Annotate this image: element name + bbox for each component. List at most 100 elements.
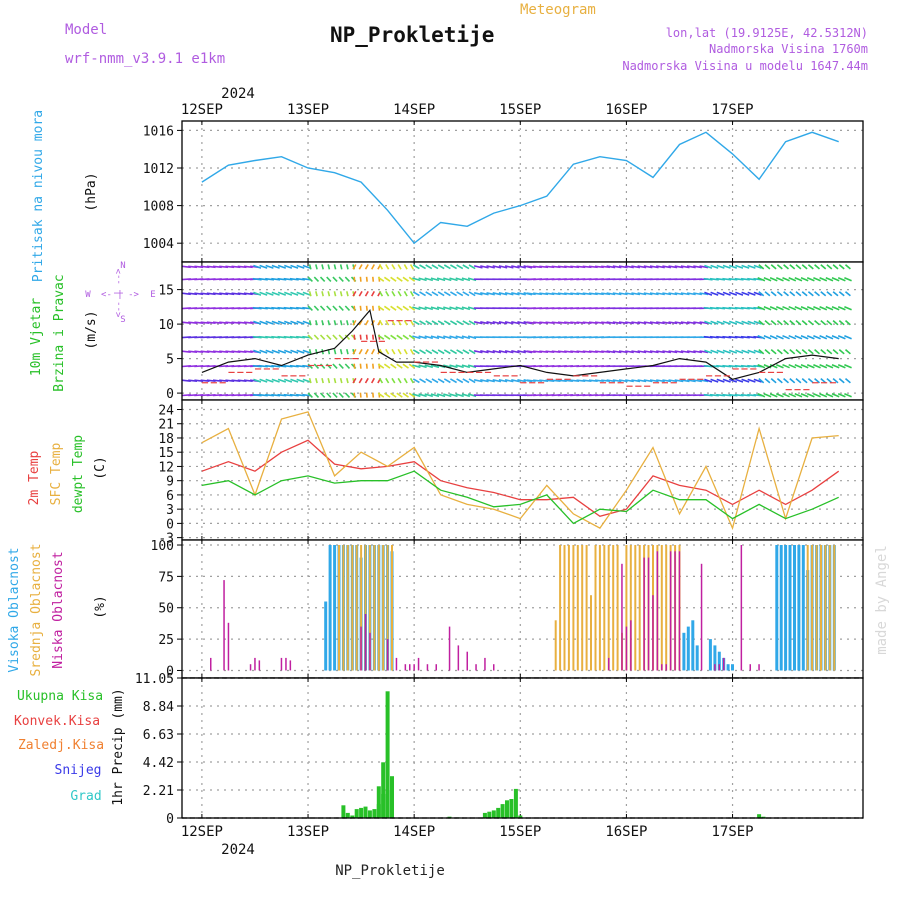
pressure-unit: (hPa) [84, 172, 99, 211]
precip-label-hail: Grad [70, 789, 101, 804]
y-tick-label: 3 [166, 503, 174, 518]
cloud-bar [750, 664, 752, 670]
cloud-label-mid: Srednja Oblacnost [29, 543, 44, 676]
cloud-bar [493, 664, 495, 670]
precip-label-total: Ukupna Kisa [17, 689, 103, 704]
wind-unit: (m/s) [84, 310, 99, 349]
wind-arrow [373, 364, 374, 369]
x-tick-label-top: 14SEP [393, 102, 435, 118]
wind-arrow [354, 277, 355, 282]
watermark: made by Angel [874, 545, 890, 655]
cloud-bar [382, 545, 384, 671]
cloud-bar [626, 627, 628, 671]
precip-bar [514, 789, 518, 818]
wind-label-2: Brzina i Pravac [52, 274, 67, 391]
wind-arrow [367, 277, 368, 282]
x-tick-label-top: 15SEP [499, 102, 541, 118]
cloud-bar [820, 545, 822, 671]
cloud-bar [405, 664, 407, 670]
x-tick-label-bottom: 16SEP [605, 824, 647, 840]
precip-bar [368, 810, 372, 818]
cloud-bar [608, 545, 610, 671]
cloud-bar [829, 545, 831, 671]
cloud-bar [666, 664, 668, 670]
y-tick-label: 1008 [143, 200, 174, 215]
wind-arrow [373, 335, 374, 340]
cloud-bar [807, 545, 809, 671]
x-tick-label-bottom: 14SEP [393, 824, 435, 840]
cloud-bar [365, 614, 367, 671]
precip-bar [381, 762, 385, 818]
y-tick-label: 21 [158, 418, 174, 433]
coords-text: lon,lat (19.9125E, 42.5312N) [666, 26, 868, 40]
y-tick-label: 12 [158, 460, 174, 475]
model-label: Model [65, 22, 107, 38]
y-tick-label: 24 [158, 403, 174, 418]
temp-label-sfc: SFC Temp [49, 443, 64, 506]
cloud-bar [250, 664, 252, 670]
precip-label-convective: Konvek.Kisa [14, 714, 100, 729]
cloud-bar [564, 545, 566, 671]
precip-label-freezing: Zaledj.Kisa [18, 738, 104, 753]
cloud-bar [657, 551, 659, 670]
cloud-bar [648, 558, 650, 671]
y-tick-label: 0 [166, 387, 174, 402]
x-tick-label-bottom: 12SEP [181, 824, 223, 840]
cloud-bar [223, 580, 225, 670]
y-tick-label: 15 [158, 446, 174, 461]
wind-arrow [367, 306, 368, 311]
cloud-bar [696, 645, 699, 670]
cloud-bar [568, 545, 570, 671]
cloud-bar [816, 545, 818, 671]
wind-arrow [360, 306, 361, 311]
precip-bar [341, 805, 345, 818]
y-tick-label: 11.05 [135, 672, 174, 687]
cloud-label-low: Niska Oblacnost [51, 551, 66, 668]
cloud-bar [342, 545, 344, 671]
cloud-bar [643, 558, 645, 671]
cloud-bar [436, 664, 438, 670]
wind-arrow [360, 393, 361, 398]
cloud-bar [351, 545, 353, 671]
cloud-bar [758, 664, 760, 670]
cloud-bar [784, 545, 787, 671]
compass-south: S [120, 315, 125, 325]
subtitle: Meteogram [520, 2, 596, 18]
y-tick-label: 9 [166, 475, 174, 490]
cloud-bar [210, 658, 212, 671]
cloud-bar [338, 545, 340, 671]
cloud-bar [793, 545, 796, 671]
compass-west: W [85, 290, 91, 300]
cloud-bar [387, 639, 389, 670]
cloud-bar [682, 633, 685, 671]
cloud-bar [427, 664, 429, 670]
wind-arrow [354, 306, 355, 311]
panel-background [182, 121, 863, 262]
panel-background [182, 678, 863, 818]
precip-bar [509, 799, 513, 818]
x-tick-label-top: 17SEP [711, 102, 753, 118]
y-tick-label: 75 [158, 570, 174, 585]
precip-label-snow: Snijeg [55, 763, 102, 778]
cloud-bar [665, 545, 667, 671]
cloud-bar [719, 664, 721, 670]
cloud-bar [290, 660, 292, 670]
cloud-bar [259, 660, 261, 670]
cloud-bar [333, 545, 336, 671]
cloud-bar [599, 545, 601, 671]
cloud-bar [780, 545, 783, 671]
precip-unit: 1hr Precip (mm) [111, 688, 126, 805]
panel-background [182, 540, 863, 678]
x-tick-label-top: 12SEP [181, 102, 223, 118]
cloud-bar [228, 623, 230, 671]
x-tick-label-top: 16SEP [605, 102, 647, 118]
year-bottom: 2024 [221, 842, 255, 858]
y-tick-label: 10 [158, 318, 174, 333]
precip-bar [364, 807, 368, 818]
cloud-bar [409, 664, 411, 670]
cloud-bar [418, 658, 420, 671]
cloud-bar [458, 645, 460, 670]
